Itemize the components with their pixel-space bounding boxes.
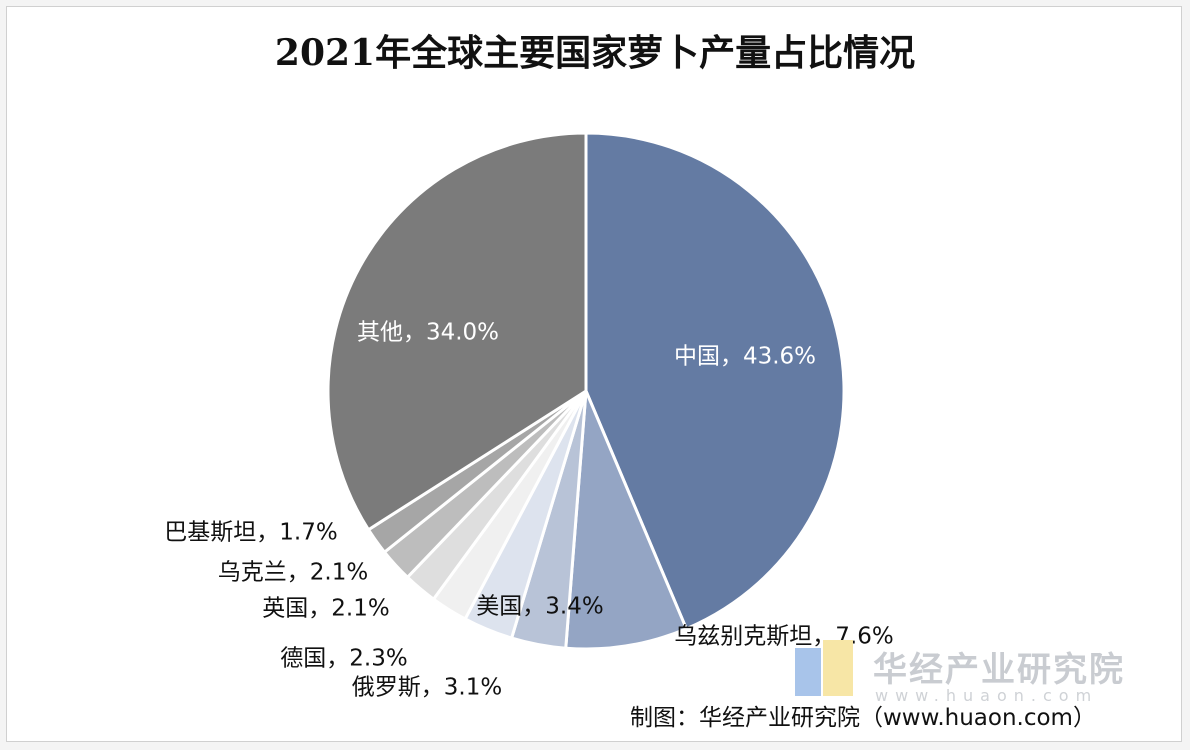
pie-slice (584, 131, 846, 631)
watermark-url: www.huaon.com (875, 686, 1099, 705)
watermark-name: 华经产业研究院 (873, 650, 1125, 690)
slice-label: 美国，3.4% (476, 594, 603, 620)
pie-slice (564, 389, 688, 651)
slice-label: 巴基斯坦，1.7% (164, 520, 337, 546)
slice-label: 乌克兰，2.1% (218, 560, 368, 586)
slice-label: 俄罗斯，3.1% (352, 675, 502, 701)
source-note: 制图：华经产业研究院（www.huaon.com） (630, 705, 1096, 731)
slice-label: 英国，2.1% (262, 596, 389, 622)
watermark: 华经产业研究院 www.huaon.com (795, 640, 1155, 705)
pie-slice (326, 131, 588, 532)
slice-label: 乌兹别克斯坦，7.6% (674, 624, 893, 650)
slice-label: 德国，2.3% (280, 646, 407, 672)
slice-label: 其他，34.0% (357, 320, 499, 346)
chart-title: 2021年全球主要国家萝卜产量占比情况 (274, 32, 916, 74)
huajing-logo-icon (795, 640, 853, 696)
slice-label: 中国，43.6% (674, 344, 816, 370)
